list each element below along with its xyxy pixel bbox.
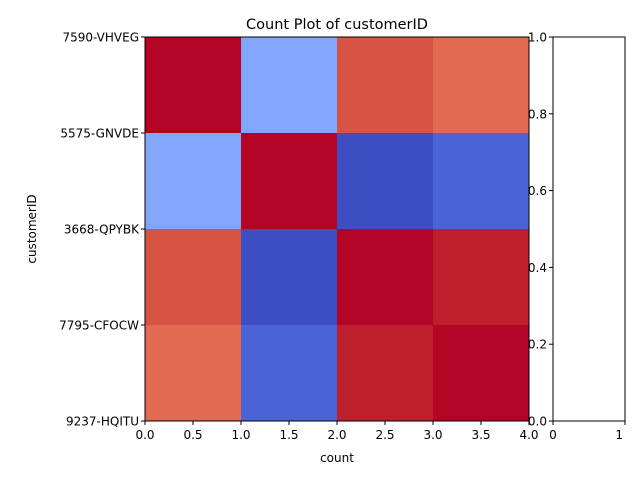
x-tick-label: 0.5 <box>183 428 202 442</box>
x-tick-label: 1.5 <box>279 428 298 442</box>
x-tick-label: 2.0 <box>327 428 346 442</box>
colorbar-y-tick-label: 1.0 <box>528 31 547 45</box>
y-tick-label: 5575-GNVDE <box>60 127 139 141</box>
colorbar-x-tick-label: 1 <box>615 428 623 442</box>
heatmap-cell <box>337 325 434 422</box>
y-tick-label: 7795-CFOCW <box>59 319 139 333</box>
x-tick-label: 2.5 <box>375 428 394 442</box>
colorbar-y-tick-label: 0.8 <box>528 107 547 121</box>
colorbar-y-tick-label: 0.4 <box>528 261 547 275</box>
x-tick-label: 0.0 <box>135 428 154 442</box>
x-tick-label: 3.0 <box>423 428 442 442</box>
colorbar-x-tick-label: 0 <box>549 428 557 442</box>
y-axis-label: customerID <box>25 194 39 263</box>
chart-title: Count Plot of customerID <box>246 17 428 33</box>
heatmap-cell <box>241 133 338 230</box>
x-tick-label: 1.0 <box>231 428 250 442</box>
colorbar-y-tick-label: 0.2 <box>528 338 547 352</box>
heatmap-cell <box>241 229 338 326</box>
heatmap-cell <box>337 229 434 326</box>
y-tick-label: 9237-HQITU <box>66 415 139 429</box>
heatmap-cell <box>337 133 434 230</box>
heatmap-cell <box>241 325 338 422</box>
heatmap-cell <box>145 229 242 326</box>
y-axis: 7590-VHVEG 5575-GNVDE 3668-QPYBK 7795-CFOCW… <box>59 31 145 429</box>
heatmap-cell <box>433 229 530 326</box>
x-tick-label: 3.5 <box>471 428 490 442</box>
x-axis: 0.0 0.5 1.0 1.5 2.0 2.5 3.0 3.5 4.0 <box>135 421 539 442</box>
colorbar-y-tick-label: 0.0 <box>528 415 547 429</box>
heatmap-cell <box>145 133 242 230</box>
heatmap-cell <box>433 133 530 230</box>
heatmap-cells <box>145 37 530 422</box>
heatmap-cell <box>145 325 242 422</box>
heatmap-cell <box>241 37 338 134</box>
colorbar-y-axis: 0.0 0.2 0.4 0.6 0.8 1.0 <box>528 31 553 429</box>
y-tick-label: 3668-QPYBK <box>64 223 140 237</box>
heatmap-cell <box>145 37 242 134</box>
colorbar-frame <box>552 36 626 422</box>
heatmap-cell <box>433 325 530 422</box>
heatmap-cell <box>337 37 434 134</box>
y-tick-label: 7590-VHVEG <box>63 31 140 45</box>
colorbar-y-tick-label: 0.6 <box>528 184 547 198</box>
x-axis-label: count <box>320 451 354 465</box>
x-tick-label: 4.0 <box>519 428 538 442</box>
heatmap-cell <box>433 37 530 134</box>
